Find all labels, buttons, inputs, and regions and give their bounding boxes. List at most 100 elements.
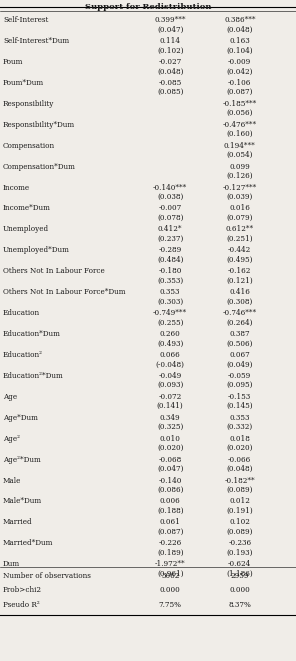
Text: (0.160): (0.160) bbox=[226, 130, 253, 138]
Text: Compensation*Dum: Compensation*Dum bbox=[3, 163, 76, 171]
Text: -0.007: -0.007 bbox=[159, 204, 182, 212]
Text: (0.141): (0.141) bbox=[157, 403, 184, 410]
Text: (0.104): (0.104) bbox=[226, 46, 253, 54]
Text: -0.162: -0.162 bbox=[228, 267, 251, 275]
Text: 3062: 3062 bbox=[161, 572, 179, 580]
Text: (0.353): (0.353) bbox=[157, 277, 183, 285]
Text: (0.047): (0.047) bbox=[157, 465, 184, 473]
Text: 0.353: 0.353 bbox=[229, 414, 250, 422]
Text: (0.056): (0.056) bbox=[226, 109, 253, 117]
Text: (0.047): (0.047) bbox=[157, 26, 184, 34]
Text: (0.506): (0.506) bbox=[226, 340, 253, 348]
Text: (0.078): (0.078) bbox=[157, 214, 184, 222]
Text: 0.386***: 0.386*** bbox=[224, 16, 255, 24]
Text: 0.018: 0.018 bbox=[229, 435, 250, 443]
Text: Married: Married bbox=[3, 518, 33, 526]
Text: Education: Education bbox=[3, 309, 40, 317]
Text: (0.039): (0.039) bbox=[226, 193, 253, 201]
Text: 0.399***: 0.399*** bbox=[155, 16, 186, 24]
Text: (0.325): (0.325) bbox=[157, 423, 184, 431]
Text: Unemployed*Dum: Unemployed*Dum bbox=[3, 247, 70, 254]
Text: Male*Dum: Male*Dum bbox=[3, 498, 42, 506]
Text: (0.189): (0.189) bbox=[157, 549, 184, 557]
Text: -0.085: -0.085 bbox=[159, 79, 182, 87]
Text: Education²: Education² bbox=[3, 351, 43, 359]
Text: Education²*Dum: Education²*Dum bbox=[3, 372, 64, 380]
Text: 0.016: 0.016 bbox=[229, 204, 250, 212]
Text: (0.102): (0.102) bbox=[157, 46, 184, 54]
Text: 0.061: 0.061 bbox=[160, 518, 181, 526]
Text: 0.194***: 0.194*** bbox=[224, 141, 256, 149]
Text: 2959: 2959 bbox=[231, 572, 249, 580]
Text: -0.746***: -0.746*** bbox=[223, 309, 257, 317]
Text: -0.442: -0.442 bbox=[228, 247, 251, 254]
Text: Unemployed: Unemployed bbox=[3, 225, 49, 233]
Text: 0.000: 0.000 bbox=[229, 586, 250, 594]
Text: Poum: Poum bbox=[3, 58, 23, 66]
Text: -0.226: -0.226 bbox=[159, 539, 182, 547]
Text: -0.127***: -0.127*** bbox=[223, 184, 257, 192]
Text: (0.038): (0.038) bbox=[157, 193, 184, 201]
Text: 7.75%: 7.75% bbox=[159, 601, 182, 609]
Text: (-0.048): (-0.048) bbox=[156, 360, 185, 368]
Text: Compensation: Compensation bbox=[3, 141, 55, 149]
Text: (0.079): (0.079) bbox=[226, 214, 253, 222]
Text: Others Not In Labour Force*Dum: Others Not In Labour Force*Dum bbox=[3, 288, 126, 296]
Text: Income*Dum: Income*Dum bbox=[3, 204, 51, 212]
Text: Pseudo R²: Pseudo R² bbox=[3, 601, 40, 609]
Text: (0.237): (0.237) bbox=[157, 235, 184, 243]
Text: 8.37%: 8.37% bbox=[228, 601, 251, 609]
Text: -0.476***: -0.476*** bbox=[223, 121, 257, 129]
Text: (0.093): (0.093) bbox=[157, 381, 184, 389]
Text: Poum*Dum: Poum*Dum bbox=[3, 79, 44, 87]
Text: (0.085): (0.085) bbox=[157, 89, 184, 97]
Text: Age*Dum: Age*Dum bbox=[3, 414, 38, 422]
Text: (0.255): (0.255) bbox=[157, 319, 184, 327]
Text: 0.012: 0.012 bbox=[229, 498, 250, 506]
Text: -0.185***: -0.185*** bbox=[223, 100, 257, 108]
Text: (0.048): (0.048) bbox=[157, 67, 184, 75]
Text: -0.236: -0.236 bbox=[228, 539, 251, 547]
Text: (0.089): (0.089) bbox=[226, 486, 253, 494]
Text: -0.009: -0.009 bbox=[228, 58, 251, 66]
Text: 0.102: 0.102 bbox=[229, 518, 250, 526]
Text: (0.095): (0.095) bbox=[226, 381, 253, 389]
Text: 0.066: 0.066 bbox=[160, 351, 181, 359]
Text: (0.086): (0.086) bbox=[157, 486, 184, 494]
Text: (0.193): (0.193) bbox=[226, 549, 253, 557]
Text: Self-Interest: Self-Interest bbox=[3, 16, 48, 24]
Text: (0.145): (0.145) bbox=[226, 403, 253, 410]
Text: Age: Age bbox=[3, 393, 17, 401]
Text: 0.353: 0.353 bbox=[160, 288, 181, 296]
Text: (0.020): (0.020) bbox=[226, 444, 253, 452]
Text: 0.114: 0.114 bbox=[160, 37, 181, 45]
Text: Male: Male bbox=[3, 477, 21, 485]
Text: (0.089): (0.089) bbox=[226, 528, 253, 536]
Text: (0.493): (0.493) bbox=[157, 340, 184, 348]
Text: -0.180: -0.180 bbox=[159, 267, 182, 275]
Text: (0.048): (0.048) bbox=[226, 26, 253, 34]
Text: (0.087): (0.087) bbox=[226, 89, 253, 97]
Text: (0.048): (0.048) bbox=[226, 465, 253, 473]
Text: -0.106: -0.106 bbox=[228, 79, 251, 87]
Text: -0.289: -0.289 bbox=[159, 247, 182, 254]
Text: (0.191): (0.191) bbox=[226, 507, 253, 515]
Text: -0.049: -0.049 bbox=[159, 372, 182, 380]
Text: Support for Redistribution: Support for Redistribution bbox=[85, 3, 211, 11]
Text: Responsibility: Responsibility bbox=[3, 100, 54, 108]
Text: (0.042): (0.042) bbox=[226, 67, 253, 75]
Text: 0.099: 0.099 bbox=[229, 163, 250, 171]
Text: (0.484): (0.484) bbox=[157, 256, 184, 264]
Text: (0.251): (0.251) bbox=[226, 235, 253, 243]
Text: Married*Dum: Married*Dum bbox=[3, 539, 53, 547]
Text: (0.264): (0.264) bbox=[226, 319, 253, 327]
Text: (0.054): (0.054) bbox=[226, 151, 253, 159]
Text: -1.972**: -1.972** bbox=[155, 561, 186, 568]
Text: -0.624: -0.624 bbox=[228, 561, 251, 568]
Text: -0.059: -0.059 bbox=[228, 372, 251, 380]
Text: (0.020): (0.020) bbox=[157, 444, 184, 452]
Text: 0.387: 0.387 bbox=[229, 330, 250, 338]
Text: Age²*Dum: Age²*Dum bbox=[3, 455, 41, 463]
Text: 0.163: 0.163 bbox=[229, 37, 250, 45]
Text: (0.188): (0.188) bbox=[157, 507, 184, 515]
